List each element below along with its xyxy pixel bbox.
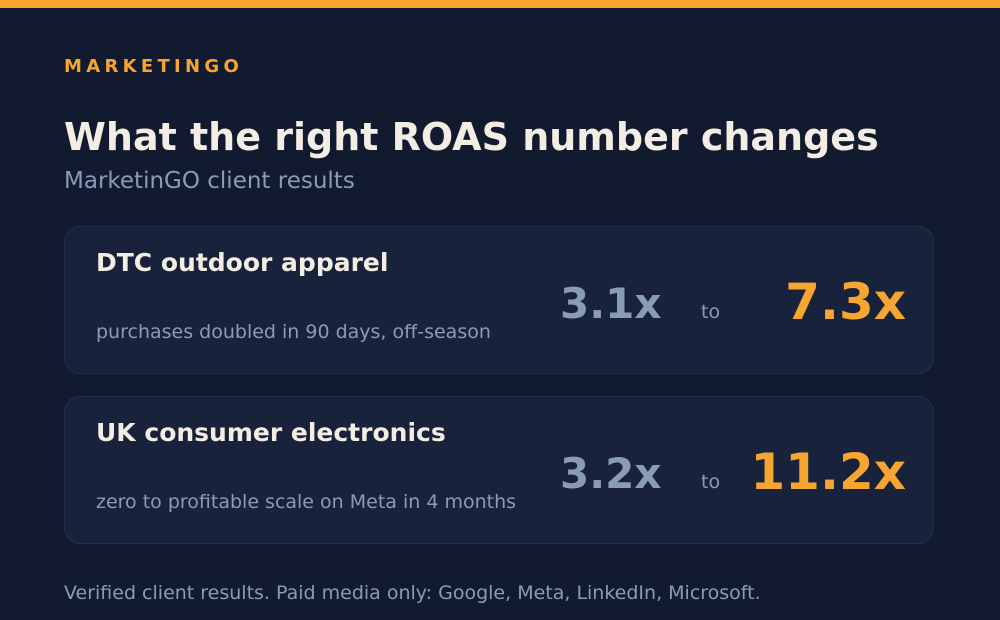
case-description: zero to profitable scale on Meta in 4 mo… <box>96 491 517 513</box>
to-label: to <box>701 471 721 493</box>
roas-after: 7.3x <box>785 273 906 331</box>
case-description: purchases doubled in 90 days, off-season <box>96 321 491 343</box>
page-subtitle: MarketinGO client results <box>64 168 355 194</box>
brand-name: MARKETINGO <box>64 56 244 77</box>
case-card-uk-consumer-electronics: UK consumer electronics zero to profitab… <box>64 396 934 544</box>
case-title: UK consumer electronics <box>96 418 446 447</box>
case-card-dtc-outdoor-apparel: DTC outdoor apparel purchases doubled in… <box>64 226 934 374</box>
page-title: What the right ROAS number changes <box>64 115 879 159</box>
roas-after: 11.2x <box>750 443 906 501</box>
roas-before: 3.2x <box>560 449 662 498</box>
to-label: to <box>701 301 721 323</box>
case-title: DTC outdoor apparel <box>96 248 389 277</box>
footer-note: Verified client results. Paid media only… <box>64 582 761 604</box>
roas-before: 3.1x <box>560 279 662 328</box>
top-accent-bar <box>0 0 1000 8</box>
